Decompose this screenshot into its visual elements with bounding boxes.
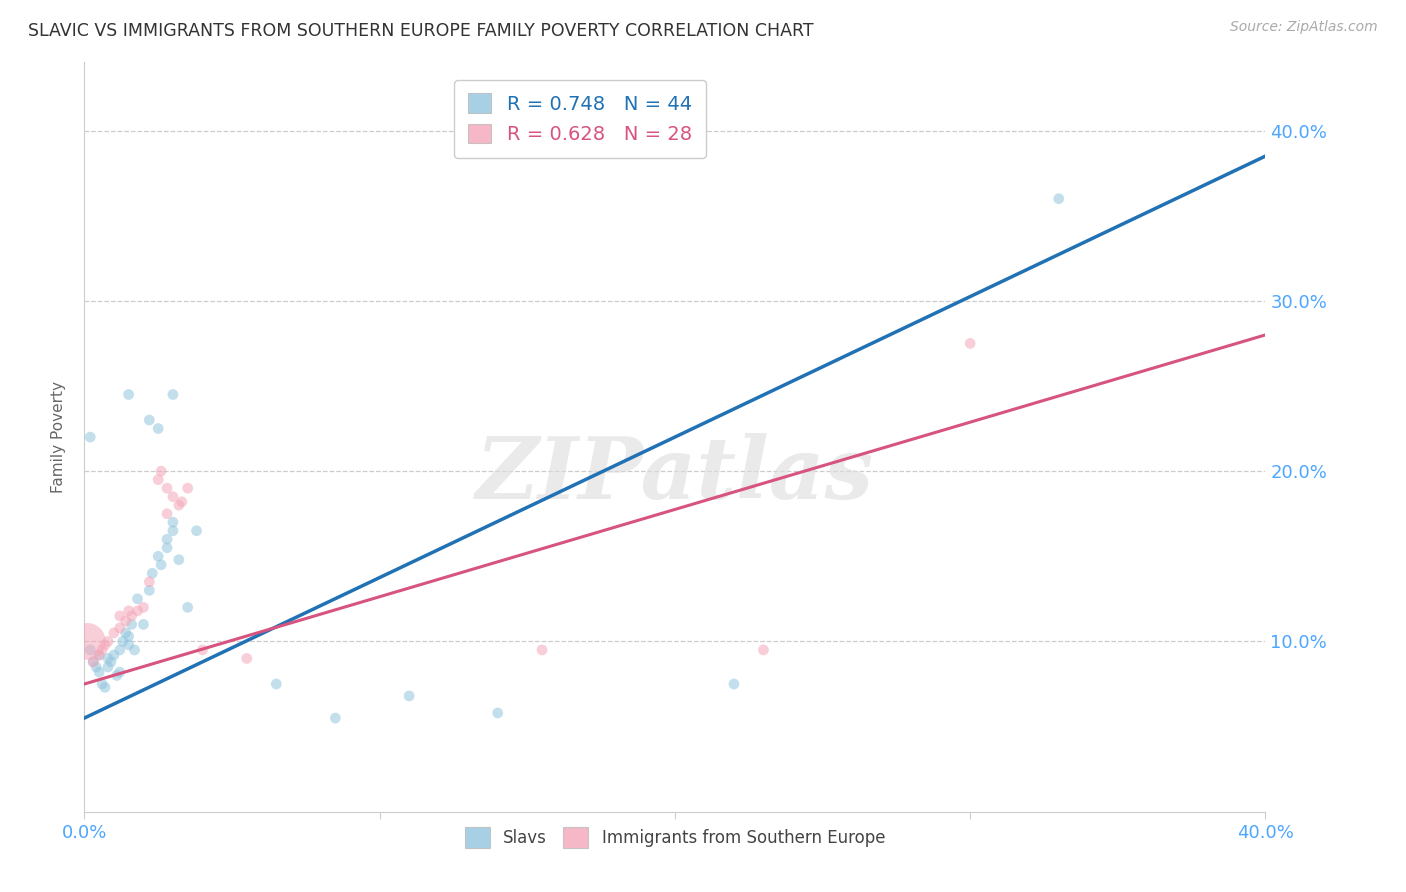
Point xyxy=(752,643,775,657)
Point xyxy=(127,604,149,618)
Point xyxy=(127,591,149,606)
Point xyxy=(531,643,554,657)
Point xyxy=(97,660,120,674)
Point xyxy=(148,473,170,487)
Point xyxy=(959,336,981,351)
Point xyxy=(138,583,160,598)
Point xyxy=(79,430,101,444)
Point xyxy=(76,634,98,648)
Point xyxy=(94,638,117,652)
Point xyxy=(170,495,193,509)
Point xyxy=(167,552,190,566)
Point xyxy=(97,651,120,665)
Point xyxy=(94,681,117,695)
Point xyxy=(156,541,179,555)
Point xyxy=(148,549,170,564)
Point xyxy=(82,655,104,669)
Point xyxy=(79,643,101,657)
Text: Source: ZipAtlas.com: Source: ZipAtlas.com xyxy=(1230,20,1378,34)
Point xyxy=(111,634,134,648)
Point xyxy=(91,643,114,657)
Point xyxy=(148,421,170,435)
Point xyxy=(121,608,143,623)
Point xyxy=(162,490,184,504)
Point xyxy=(162,524,184,538)
Point xyxy=(84,660,107,674)
Point xyxy=(1047,192,1070,206)
Point xyxy=(108,608,131,623)
Point xyxy=(398,689,420,703)
Text: SLAVIC VS IMMIGRANTS FROM SOUTHERN EUROPE FAMILY POVERTY CORRELATION CHART: SLAVIC VS IMMIGRANTS FROM SOUTHERN EUROP… xyxy=(28,22,814,40)
Point xyxy=(132,600,155,615)
Point xyxy=(162,515,184,529)
Point xyxy=(114,614,136,628)
Point xyxy=(108,621,131,635)
Point xyxy=(162,387,184,401)
Point xyxy=(236,651,259,665)
Point xyxy=(150,464,173,478)
Point xyxy=(186,524,208,538)
Point xyxy=(121,617,143,632)
Legend: Slavs, Immigrants from Southern Europe: Slavs, Immigrants from Southern Europe xyxy=(456,819,894,855)
Point xyxy=(156,533,179,547)
Point xyxy=(150,558,173,572)
Point xyxy=(132,617,155,632)
Point xyxy=(103,648,125,662)
Point xyxy=(266,677,288,691)
Point xyxy=(87,665,111,679)
Point xyxy=(191,643,214,657)
Point xyxy=(486,706,509,720)
Point xyxy=(100,655,122,669)
Point xyxy=(108,665,131,679)
Text: ZIPatlas: ZIPatlas xyxy=(475,433,875,516)
Point xyxy=(141,566,163,581)
Point xyxy=(124,643,146,657)
Point xyxy=(167,498,190,512)
Point xyxy=(177,600,200,615)
Point xyxy=(105,668,128,682)
Point xyxy=(97,634,120,648)
Point xyxy=(156,507,179,521)
Point xyxy=(118,629,141,643)
Point xyxy=(118,387,141,401)
Point xyxy=(723,677,745,691)
Y-axis label: Family Poverty: Family Poverty xyxy=(51,381,66,493)
Point xyxy=(138,413,160,427)
Point xyxy=(114,626,136,640)
Point xyxy=(156,481,179,495)
Point xyxy=(118,604,141,618)
Point xyxy=(91,677,114,691)
Point xyxy=(108,643,131,657)
Point xyxy=(87,648,111,662)
Point xyxy=(118,638,141,652)
Point xyxy=(325,711,347,725)
Point xyxy=(103,626,125,640)
Point xyxy=(177,481,200,495)
Point xyxy=(87,648,111,662)
Point xyxy=(82,655,104,669)
Point xyxy=(138,574,160,589)
